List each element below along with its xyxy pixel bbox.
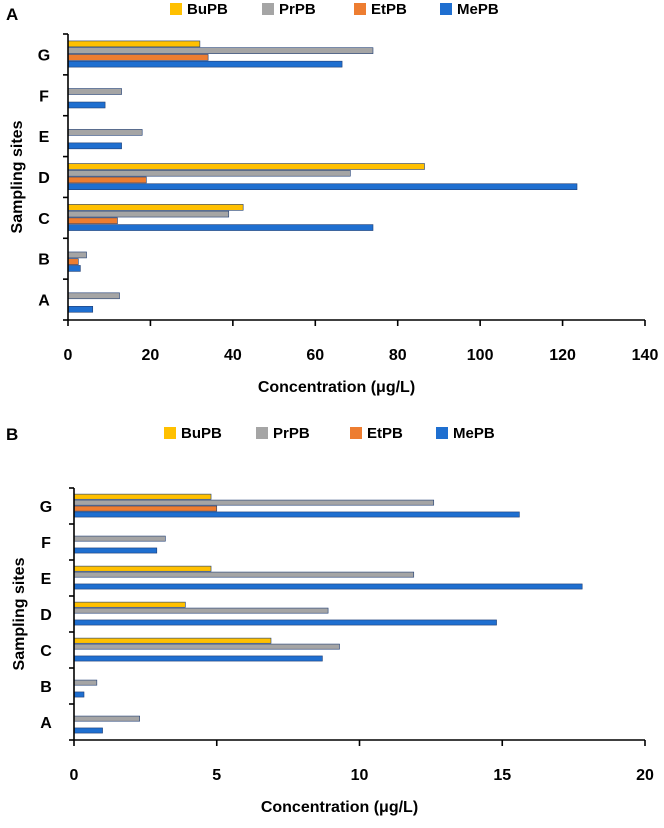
bar-mepb-site-f [67, 101, 106, 109]
bar-mepb-site-b [67, 265, 81, 272]
bar-bupb-site-d [67, 163, 425, 170]
chart-panel-A: A BuPB PrPB EtPB MePB A B C D E F G 0 20 40 60 80 100 120 1… [6, 1, 658, 396]
category-label-c: C [38, 211, 50, 228]
legend-swatch-bupb [170, 3, 182, 15]
x-tick-label: 120 [549, 347, 576, 364]
legend-swatch-etpb [354, 3, 366, 15]
bar-bupb-site-c [73, 637, 272, 644]
bar-bupb-site-g [67, 40, 201, 48]
bar-mepb-site-c [67, 224, 374, 231]
bar-prpb-site-c [67, 210, 230, 218]
category-label-g: G [40, 499, 52, 516]
bar-etpb-site-c [67, 217, 118, 225]
x-tick-label: 40 [224, 347, 242, 364]
category-label-e: E [41, 571, 52, 588]
legend-label-bupb: BuPB [181, 425, 222, 442]
bar-etpb-site-g [67, 54, 209, 61]
bar-bupb-site-d [73, 601, 186, 608]
chart-panel-B: B BuPB PrPB EtPB MePB A B C D E F G 0 5 10 15 20 Concentr… [6, 425, 654, 816]
x-tick-label: 20 [636, 767, 654, 784]
x-tick-label: 140 [632, 347, 659, 364]
bar-prpb-site-a [73, 715, 140, 722]
category-label-f: F [41, 535, 51, 552]
legend-label-etpb: EtPB [367, 425, 403, 442]
category-label-f: F [39, 88, 49, 105]
bar-mepb-site-g [67, 60, 343, 68]
legend-label-prpb: PrPB [279, 1, 316, 18]
bar-prpb-site-b [67, 251, 87, 259]
panel-label: A [6, 5, 18, 24]
category-label-d: D [38, 170, 50, 187]
category-label-b: B [38, 252, 50, 269]
bar-bupb-site-c [67, 204, 244, 211]
legend-swatch-etpb [350, 427, 362, 439]
bar-prpb-site-b [73, 679, 98, 686]
y-axis-title: Sampling sites [11, 557, 28, 670]
x-tick-label: 80 [389, 347, 407, 364]
bar-mepb-site-e [67, 142, 122, 150]
x-tick-label: 0 [70, 767, 79, 784]
legend-swatch-prpb [256, 427, 268, 439]
category-label-a: A [38, 293, 50, 310]
category-label-b: B [40, 679, 52, 696]
bar-etpb-site-b [67, 258, 79, 265]
x-tick-label: 10 [351, 767, 369, 784]
category-label-g: G [38, 47, 50, 64]
bar-prpb-site-f [73, 535, 166, 542]
bar-bupb-site-e [73, 565, 212, 572]
category-label-c: C [40, 643, 52, 660]
category-label-e: E [39, 129, 50, 146]
x-tick-label: 5 [212, 767, 221, 784]
bar-prpb-site-g [67, 47, 374, 54]
bar-mepb-site-b [73, 691, 85, 698]
bar-mepb-site-f [73, 547, 158, 554]
legend-label-mepb: MePB [457, 1, 499, 18]
category-label-d: D [40, 607, 52, 624]
legend-swatch-mepb [440, 3, 452, 15]
bar-mepb-site-d [73, 619, 497, 626]
y-axis-title: Sampling sites [9, 120, 26, 233]
legend-swatch-mepb [436, 427, 448, 439]
x-tick-label: 100 [467, 347, 494, 364]
bar-mepb-site-a [67, 306, 94, 313]
legend-label-etpb: EtPB [371, 1, 407, 18]
bar-mepb-site-c [73, 655, 323, 662]
panel-label: B [6, 425, 18, 444]
bar-etpb-site-d [67, 176, 147, 184]
bar-prpb-site-c [73, 643, 340, 650]
legend-label-bupb: BuPB [187, 1, 228, 18]
bar-prpb-site-d [67, 169, 351, 177]
legend-swatch-prpb [262, 3, 274, 15]
category-label-a: A [40, 715, 52, 732]
x-tick-label: 60 [306, 347, 324, 364]
bar-prpb-site-e [67, 129, 143, 136]
bar-prpb-site-g [73, 499, 435, 506]
bar-mepb-site-e [73, 583, 583, 590]
bar-bupb-site-g [73, 493, 212, 500]
bar-mepb-site-d [67, 183, 578, 190]
bar-prpb-site-d [73, 607, 329, 614]
bar-prpb-site-f [67, 88, 122, 95]
x-axis-title: Concentration (μg/L) [258, 379, 415, 396]
legend-swatch-bupb [164, 427, 176, 439]
bar-prpb-site-e [73, 571, 415, 578]
bar-etpb-site-g [73, 505, 218, 512]
legend-label-prpb: PrPB [273, 425, 310, 442]
legend-label-mepb: MePB [453, 425, 495, 442]
bar-mepb-site-g [73, 511, 520, 518]
x-tick-label: 15 [493, 767, 511, 784]
x-tick-label: 20 [142, 347, 160, 364]
bar-prpb-site-a [67, 292, 120, 300]
bar-mepb-site-a [73, 727, 103, 734]
x-tick-label: 0 [64, 347, 73, 364]
x-axis-title: Concentration (μg/L) [261, 799, 418, 816]
